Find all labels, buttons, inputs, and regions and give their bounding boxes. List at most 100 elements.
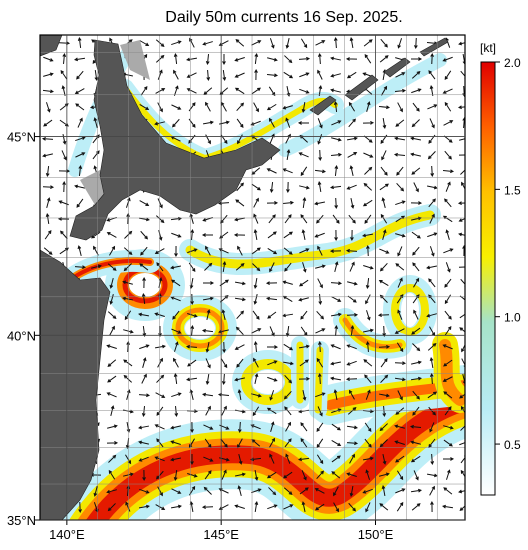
current-arrow <box>253 213 259 224</box>
current-arrow <box>331 296 342 302</box>
current-arrow <box>459 138 465 141</box>
current-arrow <box>282 200 295 205</box>
current-arrow <box>411 70 421 79</box>
current-arrow <box>139 104 150 111</box>
current-arrow <box>171 40 182 46</box>
current-arrow <box>126 340 131 353</box>
current-arrow <box>382 405 387 418</box>
current-arrow <box>60 69 68 80</box>
current-arrow <box>123 472 134 477</box>
current-arrow <box>317 134 323 145</box>
current-arrow <box>444 101 452 112</box>
current-arrow <box>346 136 358 141</box>
current-arrow <box>394 328 405 334</box>
current-arrow <box>186 72 197 78</box>
current-arrow <box>158 230 163 241</box>
current-arrow <box>203 456 214 462</box>
current-arrow <box>378 279 389 286</box>
current-arrow <box>395 200 406 206</box>
current-arrow <box>302 390 307 401</box>
current-arrow <box>154 312 165 317</box>
current-arrow <box>334 197 339 210</box>
current-arrow <box>316 310 325 320</box>
current-arrow <box>107 263 117 271</box>
current-arrow <box>330 281 343 286</box>
current-arrow <box>236 182 244 192</box>
current-arrow <box>412 390 420 400</box>
current-arrow <box>251 87 261 95</box>
current-arrow <box>410 455 421 463</box>
current-arrow <box>412 102 420 112</box>
current-arrow <box>74 265 87 270</box>
current-arrow <box>268 487 277 496</box>
current-arrow <box>43 119 53 127</box>
current-arrow <box>107 311 117 320</box>
current-arrow <box>268 214 276 224</box>
current-arrow <box>141 293 146 305</box>
current-arrow <box>185 344 198 349</box>
current-arrow <box>426 313 437 318</box>
current-arrow <box>364 53 372 64</box>
current-arrow <box>270 421 275 432</box>
current-arrow <box>202 120 214 125</box>
x-tick-label: 140°E <box>49 527 85 542</box>
current-arrow <box>235 472 246 477</box>
current-arrow <box>233 233 246 237</box>
current-arrow <box>413 277 420 288</box>
current-arrow <box>108 469 116 480</box>
current-arrow <box>234 377 245 382</box>
current-arrow <box>171 488 182 494</box>
current-arrow <box>413 470 419 481</box>
current-arrow <box>457 201 465 206</box>
current-arrow <box>409 424 422 429</box>
current-arrow <box>173 357 179 368</box>
current-arrow <box>300 310 308 320</box>
current-arrow <box>155 392 166 398</box>
current-arrow <box>107 359 117 367</box>
current-arrow <box>154 424 165 430</box>
current-arrow <box>187 248 198 254</box>
current-arrow <box>235 326 244 335</box>
current-arrow <box>349 453 355 464</box>
current-arrow <box>282 168 293 174</box>
current-arrow <box>362 456 374 461</box>
current-arrow <box>157 357 163 368</box>
current-arrow <box>158 292 162 305</box>
current-arrow <box>379 55 389 63</box>
current-arrow <box>430 453 435 466</box>
current-arrow <box>284 214 292 224</box>
current-arrow <box>394 424 405 429</box>
current-arrow <box>429 118 435 129</box>
current-arrow <box>411 503 421 511</box>
current-arrow <box>202 392 214 397</box>
current-arrow <box>139 40 150 47</box>
current-arrow <box>317 406 323 417</box>
current-arrow <box>397 309 403 320</box>
current-arrow <box>430 165 435 178</box>
current-arrow <box>138 217 150 222</box>
current-arrow <box>364 374 372 384</box>
current-arrow <box>316 422 324 432</box>
current-arrow <box>157 198 163 209</box>
current-arrow <box>205 342 210 353</box>
current-arrow <box>316 438 324 449</box>
current-arrow <box>333 389 338 401</box>
current-arrow <box>106 392 117 398</box>
current-arrow <box>330 56 341 61</box>
current-arrow <box>426 265 438 270</box>
current-arrow <box>75 152 86 158</box>
current-arrow <box>93 486 98 497</box>
current-arrow <box>334 324 339 337</box>
current-arrow <box>107 503 116 512</box>
y-tick-label: 45°N <box>7 130 36 145</box>
current-arrow <box>253 277 258 289</box>
current-arrow <box>457 105 465 110</box>
current-arrow <box>411 88 422 94</box>
current-arrow <box>444 198 452 208</box>
current-arrow <box>237 485 242 496</box>
current-arrow <box>77 37 82 49</box>
current-arrow <box>318 149 323 162</box>
current-arrow <box>365 294 371 305</box>
current-arrow <box>410 440 421 445</box>
